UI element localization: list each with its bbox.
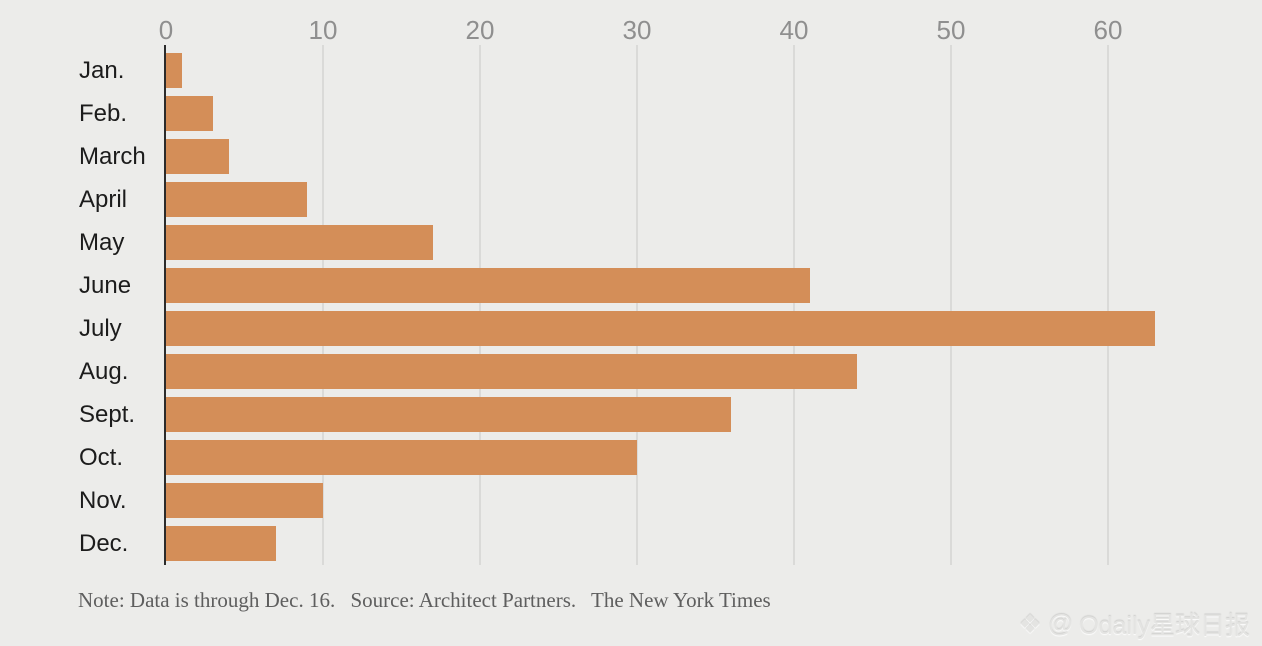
x-tick-label-40: 40 (779, 15, 809, 45)
gridline-20 (479, 45, 481, 565)
note-text: Note: Data is through Dec. 16. (78, 588, 336, 612)
bar-dec (166, 526, 276, 561)
chart-note: Note: Data is through Dec. 16. Source: A… (78, 588, 771, 613)
bar-march (166, 139, 229, 174)
gridline-60 (1107, 45, 1109, 565)
plot-area (164, 45, 1256, 565)
x-tick-label-30: 30 (622, 15, 652, 45)
y-label-aug: Aug. (79, 358, 129, 385)
x-axis: 0 10 20 30 40 50 60 (159, 14, 1262, 46)
x-tick-label-0: 0 (158, 15, 174, 45)
y-label-nov: Nov. (79, 487, 127, 514)
bar-oct (166, 440, 637, 475)
y-label-april: April (79, 186, 128, 213)
y-axis-labels: Jan. Feb. March April May June July Aug. Sept. Oc… (0, 45, 166, 565)
bar-jan (166, 53, 182, 88)
bar-aug (166, 354, 857, 389)
gridline-50 (950, 45, 952, 565)
y-label-march: March (79, 143, 146, 170)
y-label-feb: Feb. (79, 100, 128, 127)
gridline-40 (793, 45, 795, 565)
y-label-sept: Sept. (79, 401, 136, 428)
y-label-dec: Dec. (79, 530, 129, 557)
bar-nov (166, 483, 323, 518)
y-label-may: May (79, 229, 125, 256)
odaily-logo-icon: ❖ (1018, 608, 1042, 639)
x-tick-label-60: 60 (1093, 15, 1123, 45)
y-label-june: June (79, 272, 132, 299)
credit-text: The New York Times (591, 588, 771, 612)
source-text: Source: Architect Partners. (350, 588, 577, 612)
bar-feb (166, 96, 214, 131)
gridline-30 (636, 45, 638, 565)
bar-june (166, 268, 810, 303)
y-label-jan: Jan. (79, 57, 125, 84)
x-tick-label-50: 50 (936, 15, 966, 45)
watermark-text: Odaily星球日报 (1079, 612, 1250, 640)
bar-sept (166, 397, 732, 432)
gridline-10 (322, 45, 324, 565)
watermark: ❖ @ Odaily星球日报 (1018, 606, 1250, 642)
x-tick-label-10: 10 (308, 15, 338, 45)
bar-april (166, 182, 308, 217)
watermark-at-icon: @ (1047, 609, 1074, 638)
bar-july (166, 311, 1156, 346)
y-label-july: July (79, 315, 122, 342)
bar-may (166, 225, 433, 260)
zero-axis-line (164, 45, 166, 565)
y-label-oct: Oct. (79, 444, 124, 471)
x-tick-label-20: 20 (465, 15, 495, 45)
